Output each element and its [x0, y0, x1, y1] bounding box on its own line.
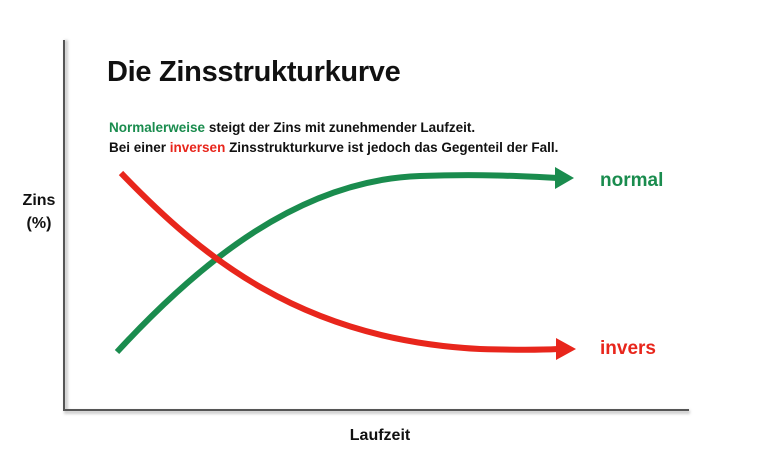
subtitle: Normalerweise steigt der Zins mit zunehm…	[109, 118, 558, 158]
subtitle-highlight-invers: inversen	[169, 140, 226, 155]
invers-curve	[118, 170, 559, 353]
subtitle-line-2-start: Bei einer	[109, 140, 170, 155]
subtitle-line-1: Normalerweise steigt der Zins mit zunehm…	[109, 118, 558, 138]
subtitle-line-2-text: Zinsstrukturkurve ist jedoch das Gegente…	[225, 140, 559, 155]
invers-curve-label: invers	[600, 338, 656, 359]
y-axis-label-line-1: Zins	[22, 192, 56, 209]
y-axis-label: Zins (%)	[14, 189, 64, 235]
axes	[63, 40, 690, 414]
y-axis-label-line-2: (%)	[26, 215, 52, 232]
subtitle-line-1-text: steigt der Zins mit zunehmender Laufzeit…	[205, 120, 476, 135]
invers-arrowhead	[556, 338, 576, 360]
subtitle-line-2: Bei einer inversen Zinsstrukturkurve ist…	[109, 138, 558, 158]
subtitle-highlight-normal: Normalerweise	[109, 120, 206, 135]
normal-arrowhead	[555, 167, 574, 189]
normal-curve-label: normal	[600, 170, 664, 191]
normal-curve	[114, 172, 559, 355]
diagram-title: Die Zinsstrukturkurve	[107, 56, 401, 88]
x-axis-label: Laufzeit	[349, 427, 411, 444]
